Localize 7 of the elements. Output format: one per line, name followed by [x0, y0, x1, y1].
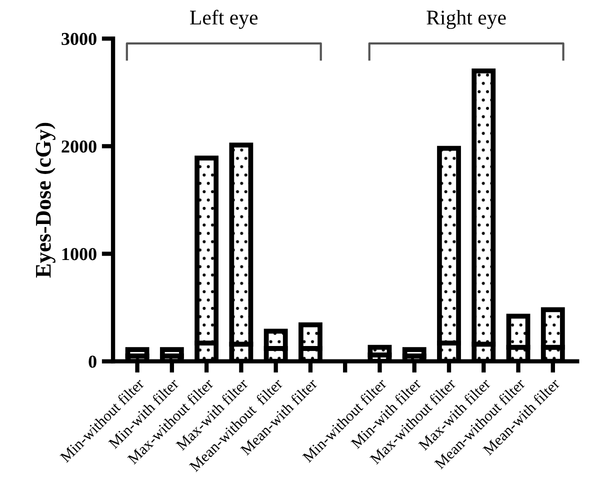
y-tick-label: 3000 — [62, 32, 96, 46]
y-axis-title: Eyes-Dose (cGy) — [35, 122, 56, 278]
text: Left eye — [190, 10, 258, 29]
text: Right eye — [426, 10, 506, 29]
y-tick-label: 0 — [88, 356, 96, 368]
y-tick-label: 2000 — [62, 140, 96, 153]
y-tick-label: 1000 — [62, 248, 96, 260]
